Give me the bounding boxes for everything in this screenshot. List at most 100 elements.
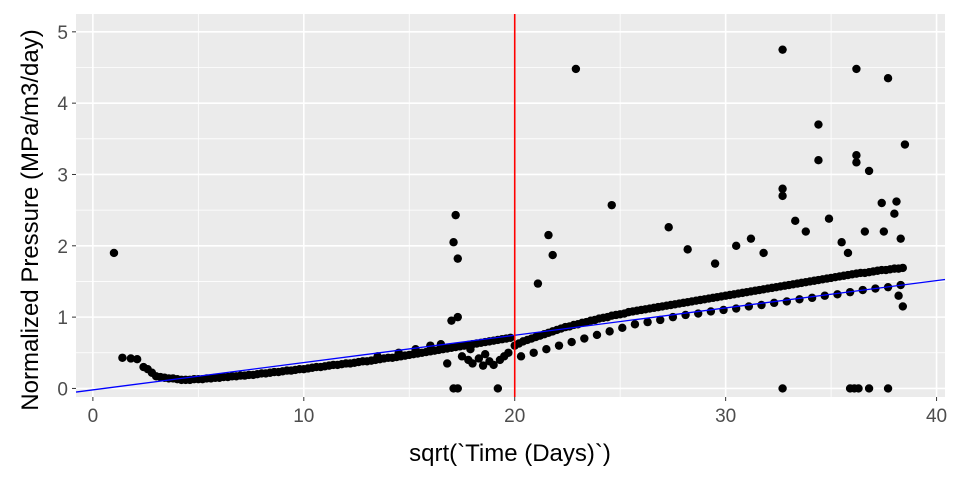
- y-tick-label: 3: [57, 165, 68, 186]
- data-point: [795, 295, 804, 304]
- data-point: [466, 345, 475, 354]
- data-point: [571, 64, 581, 74]
- data-point: [447, 316, 456, 325]
- data-point: [746, 234, 756, 243]
- data-point: [453, 384, 462, 393]
- data-point: [109, 248, 119, 258]
- data-point: [453, 312, 462, 322]
- data-point: [898, 302, 908, 311]
- data-point: [852, 158, 861, 167]
- data-point: [791, 216, 800, 226]
- data-point: [605, 327, 614, 336]
- data-point: [516, 352, 526, 361]
- data-point: [567, 337, 576, 347]
- data-point: [710, 259, 720, 268]
- data-point: [843, 248, 853, 258]
- y-tick-label: 2: [57, 237, 68, 258]
- data-point: [544, 230, 553, 240]
- data-point: [548, 250, 557, 260]
- x-tick-label: 40: [926, 406, 947, 427]
- data-point: [453, 254, 462, 263]
- data-point: [118, 353, 127, 362]
- data-point: [814, 156, 823, 165]
- y-tick-label: 4: [57, 94, 68, 115]
- data-point: [896, 234, 905, 243]
- data-point: [480, 350, 490, 359]
- data-point: [900, 140, 910, 149]
- data-point: [681, 310, 690, 320]
- data-point: [778, 184, 787, 193]
- data-point: [845, 384, 855, 393]
- data-point: [468, 359, 477, 368]
- y-tick-label: 0: [57, 379, 68, 400]
- data-point: [892, 197, 901, 206]
- y-axis-title: Normalized Pressure (MPa/m3/day): [17, 29, 44, 410]
- data-point: [759, 248, 768, 258]
- data-point: [883, 73, 893, 83]
- data-point: [493, 384, 503, 393]
- data-point: [132, 354, 142, 364]
- y-axis-ticks: 0 1 2 3 4 5: [57, 23, 76, 400]
- x-tick-label: 30: [715, 406, 736, 427]
- data-point: [542, 345, 551, 354]
- x-axis-ticks: 0 10 20 30 40: [88, 397, 947, 427]
- plot-panel: [76, 14, 945, 397]
- data-point: [683, 245, 692, 254]
- x-tick-label: 0: [88, 406, 99, 427]
- data-point: [580, 334, 589, 343]
- data-point: [411, 345, 420, 354]
- data-point: [618, 323, 627, 333]
- data-point: [744, 302, 754, 311]
- data-point: [630, 320, 640, 329]
- data-point: [879, 227, 889, 236]
- data-point: [769, 298, 779, 308]
- data-point: [656, 315, 665, 325]
- data-point: [801, 227, 810, 236]
- data-point: [890, 209, 899, 218]
- data-point: [778, 384, 787, 393]
- data-point: [592, 330, 602, 340]
- y-tick-label: 5: [57, 23, 68, 44]
- data-point: [664, 223, 673, 232]
- data-point: [457, 352, 467, 361]
- data-point: [533, 279, 543, 288]
- data-point: [719, 305, 728, 315]
- data-point: [807, 293, 817, 303]
- data-point: [757, 300, 766, 310]
- data-point: [814, 120, 823, 129]
- data-point: [864, 166, 874, 176]
- data-point: [529, 348, 538, 357]
- data-point: [854, 384, 863, 393]
- data-point: [852, 151, 861, 160]
- major-gridlines: [76, 14, 945, 397]
- data-point: [864, 384, 874, 393]
- data-point: [489, 360, 498, 370]
- data-point: [852, 64, 861, 74]
- data-point: [860, 227, 870, 236]
- data-point: [451, 210, 460, 220]
- data-point: [894, 291, 903, 300]
- data-point: [554, 341, 564, 350]
- x-tick-label: 20: [504, 406, 525, 427]
- data-point: [504, 348, 513, 357]
- data-point: [898, 263, 908, 273]
- data-point: [824, 214, 834, 223]
- data-point: [778, 191, 787, 201]
- x-tick-label: 10: [293, 406, 314, 427]
- data-point: [778, 45, 787, 54]
- data-point: [126, 354, 136, 363]
- data-point: [883, 384, 893, 393]
- data-point: [474, 354, 484, 363]
- data-points: [109, 45, 910, 393]
- data-point: [837, 238, 846, 247]
- trend-line: [75, 278, 946, 393]
- data-point: [373, 352, 382, 361]
- data-point: [833, 290, 842, 299]
- data-point: [877, 198, 886, 208]
- data-point: [478, 361, 488, 370]
- data-point: [449, 238, 458, 247]
- y-tick-label: 1: [57, 308, 68, 329]
- x-axis-title: sqrt(`Time (Days)`): [409, 440, 611, 467]
- data-point: [782, 297, 792, 306]
